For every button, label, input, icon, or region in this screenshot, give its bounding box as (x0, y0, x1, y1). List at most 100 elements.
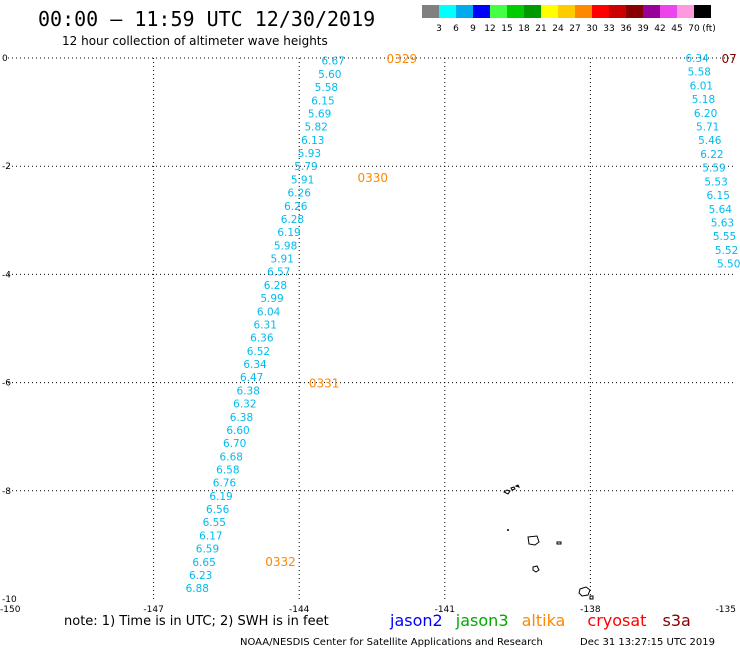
wave-height-value: 6.52 (247, 346, 270, 358)
time-label: 0331 (309, 377, 340, 391)
island-shape (527, 535, 540, 546)
color-swatch (694, 5, 711, 18)
wave-height-value: 6.19 (209, 491, 232, 503)
plot-grid: -150 -147 -144 -141 -138 -135 0 -2 -4 -6 -8 -10 (0, 54, 736, 615)
chart-subtitle: 12 hour collection of altimeter wave hei… (62, 34, 328, 48)
wave-height-value: 6.67 (321, 56, 344, 68)
color-scale-label: 21 (535, 24, 546, 34)
color-swatch (592, 5, 609, 18)
color-swatch (558, 5, 575, 18)
x-tick-label: -135 (716, 605, 736, 615)
wave-height-value: 6.34 (243, 359, 267, 371)
altimeter-tracks: 6.675.605.586.155.695.826.135.935.795.91… (186, 53, 740, 595)
wave-height-value: 5.99 (260, 293, 283, 305)
wave-height-value: 6.58 (216, 464, 239, 476)
wave-height-value: 5.55 (713, 231, 736, 243)
satellite-legend-altika: altika (522, 611, 566, 630)
wave-height-value: 6.88 (186, 583, 209, 595)
y-tick-label: 0 (2, 54, 8, 64)
track-altika: 6.34 5.586.01 5.18 6.20 5.715.46 6.22 5.595.53… (685, 53, 740, 271)
wave-height-value: 5.82 (304, 122, 327, 134)
time-label: 0330 (357, 171, 388, 185)
wave-height-value: 6.22 (700, 149, 723, 161)
color-scale-label: 12 (484, 24, 495, 34)
wave-height-value: 6.59 (196, 544, 219, 556)
color-scale-label: 15 (501, 24, 512, 34)
x-tick-label: -144 (289, 605, 310, 615)
color-swatch (473, 5, 490, 18)
y-tick-label: -4 (2, 270, 11, 280)
footer-timestamp: Dec 31 13:27:15 UTC 2019 (580, 637, 715, 648)
wave-height-value: 6.55 (203, 517, 226, 529)
x-tick-label: -141 (435, 605, 455, 615)
wave-height-value: 5.46 (698, 135, 722, 147)
island-shape (503, 484, 520, 495)
wave-height-value: 6.04 (257, 306, 281, 318)
wave-height-value: 5.18 (692, 94, 715, 106)
wave-height-value: 5.58 (315, 82, 338, 94)
color-swatch (524, 5, 541, 18)
wave-height-value: 6.01 (690, 80, 713, 92)
wave-height-value: 5.93 (298, 148, 321, 160)
y-tick-label: -8 (2, 487, 11, 497)
color-scale-legend: 3 6 9 12 15 18 21 24 27 30 33 36 39 42 45 70 (ft) (422, 5, 716, 34)
color-swatch (456, 5, 473, 18)
color-swatch (626, 5, 643, 18)
color-scale-label: 24 (552, 24, 564, 34)
y-tick-label: -6 (2, 379, 11, 389)
wave-height-value: 5.98 (274, 240, 297, 252)
wave-height-value: 6.26 (284, 201, 308, 213)
wave-height-value: 6.68 (220, 451, 243, 463)
color-swatch (507, 5, 524, 18)
wave-height-value: 6.23 (189, 570, 212, 582)
wave-height-value: 6.76 (213, 478, 237, 490)
island-shape (507, 529, 509, 531)
color-scale-label: 27 (569, 24, 580, 34)
wave-height-value: 5.52 (715, 245, 738, 257)
wave-height-value: 5.91 (271, 254, 294, 266)
color-scale-label: 70 (688, 24, 700, 34)
wave-height-value: 6.15 (707, 190, 730, 202)
satellite-legend-s3a: s3a (663, 611, 691, 630)
wave-height-value: 6.28 (264, 280, 287, 292)
chart-title: 00:00 — 11:59 UTC 12/30/2019 (38, 7, 375, 31)
x-tick-label: -150 (0, 605, 21, 615)
satellite-legend-cryosat: cryosat (587, 611, 646, 630)
island-shape (556, 541, 562, 545)
time-label: 0329 (387, 52, 418, 66)
wave-height-value: 6.36 (250, 333, 274, 345)
color-swatch (575, 5, 592, 18)
color-swatch (643, 5, 660, 18)
wave-height-value: 6.13 (301, 135, 324, 147)
wave-height-value: 5.71 (696, 122, 719, 134)
wave-height-value: 5.91 (291, 174, 314, 186)
wave-height-value: 6.57 (267, 267, 290, 279)
color-swatch (422, 5, 439, 18)
x-tick-label: -147 (143, 605, 163, 615)
time-label: 0332 (265, 555, 296, 569)
wave-height-value: 5.50 (717, 259, 740, 271)
color-swatch (677, 5, 694, 18)
wave-height-value: 6.19 (277, 227, 300, 239)
satellite-legend-jason3: jason3 (455, 611, 509, 630)
wave-height-value: 6.28 (281, 214, 304, 226)
time-label: 07 (721, 52, 736, 66)
color-scale-label: 33 (603, 24, 614, 34)
track-altika: 6.675.605.586.155.695.826.135.935.795.91… (186, 56, 345, 595)
color-swatch (541, 5, 558, 18)
island-shape (578, 586, 594, 600)
color-scale-label: 39 (637, 24, 649, 34)
x-tick-label: -138 (580, 605, 601, 615)
color-scale-label: 6 (453, 24, 459, 34)
y-tick-label: -2 (2, 162, 11, 172)
island-shape (532, 565, 540, 573)
color-scale-label: 18 (518, 24, 530, 34)
wave-height-value: 6.38 (230, 412, 253, 424)
wave-height-value: 6.47 (240, 372, 263, 384)
color-scale-label: 45 (671, 24, 682, 34)
satellite-legend-jason2: jason2 (389, 611, 443, 630)
wave-height-value: 5.53 (704, 176, 727, 188)
wave-height-value: 5.58 (688, 67, 711, 79)
